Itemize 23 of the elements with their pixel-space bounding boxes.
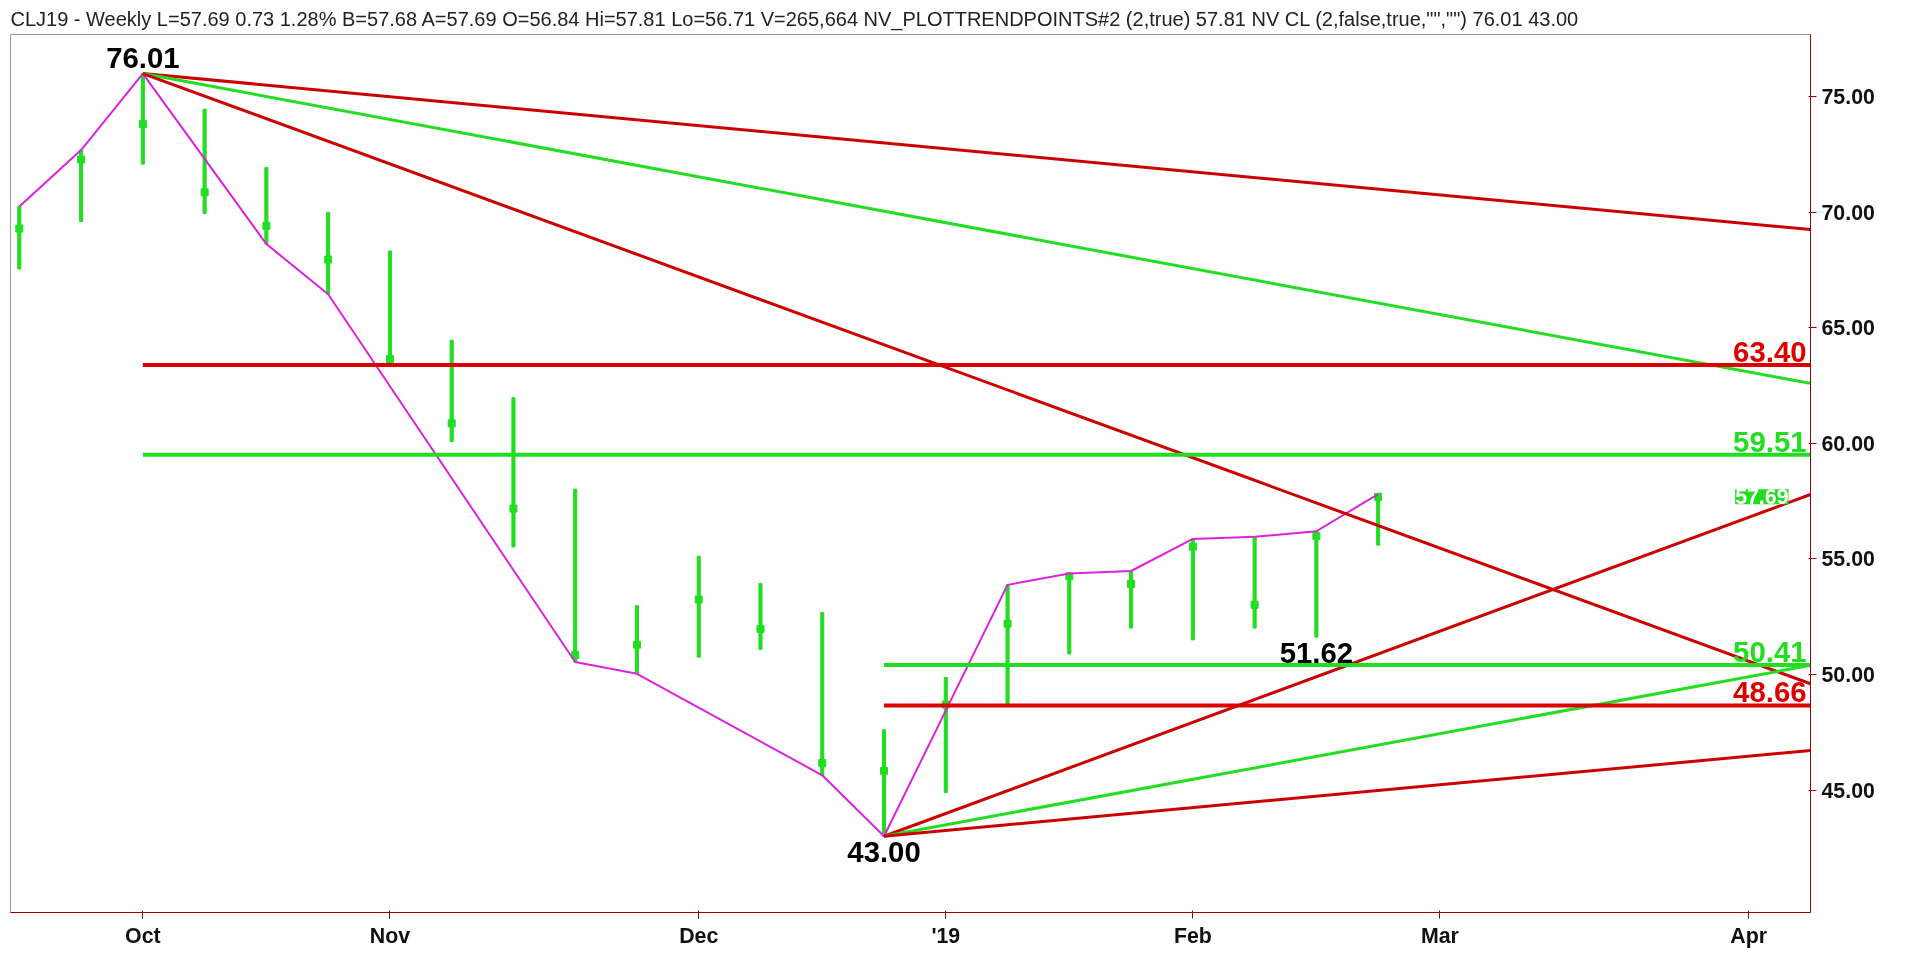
series-label: 48.66: [1733, 675, 1807, 709]
x-tick-label: '19: [931, 923, 961, 948]
y-tick-label: 45.00: [1821, 778, 1875, 803]
y-tick-label: 50.00: [1821, 663, 1875, 688]
series-label: 59.51: [1733, 424, 1807, 458]
chart-title: CLJ19 - Weekly L=57.69 0.73 1.28% B=57.68 A=57.69 O=56.84 Hi=57.81 Lo=56.71 V=265,664 NV_PLOTTRENDPOINTS#2 (2,true) 57.81 NV CL (2,false,true,"","") 76.01 43.00: [10, 7, 1579, 31]
x-tick-label: Dec: [679, 923, 719, 948]
y-tick-label: 60.00: [1821, 431, 1875, 456]
annotation: 51.62: [1279, 636, 1354, 670]
y-tick-label: 70.00: [1821, 200, 1875, 225]
annotation: 57.69: [1735, 485, 1789, 510]
annotation: 76.01: [106, 40, 180, 74]
series-label: 63.40: [1733, 334, 1807, 368]
y-tick-label: 55.00: [1821, 547, 1875, 572]
x-tick-label: Mar: [1420, 923, 1459, 948]
x-tick-label: Feb: [1173, 923, 1212, 948]
x-tick-label: Nov: [369, 923, 411, 948]
y-tick-label: 65.00: [1821, 316, 1875, 341]
x-tick-label: Oct: [125, 923, 161, 948]
y-tick-label: 75.00: [1821, 85, 1875, 110]
x-tick-label: Apr: [1730, 923, 1768, 948]
annotation: 43.00: [847, 835, 921, 869]
series-label: 50.41: [1733, 635, 1807, 669]
